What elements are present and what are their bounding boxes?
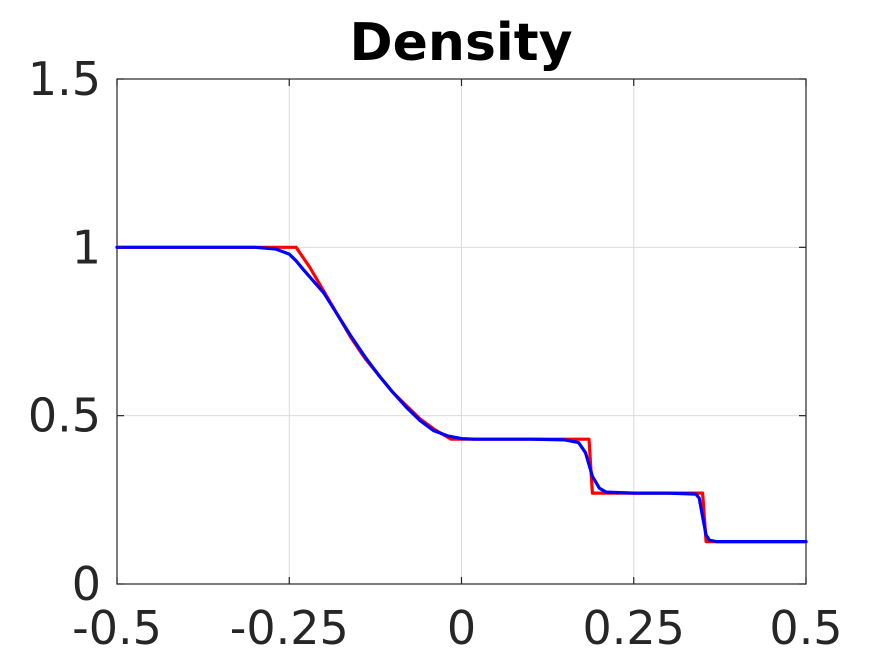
tick-labels: -0.5 -0.25 0 0.25 0.5 0 0.5 1 1.5 [28,52,843,655]
x-tick-label: -0.5 [72,601,162,655]
chart-title: Density [350,13,573,73]
x-tick-label: 0 [447,601,476,655]
y-tick-label: 0.5 [28,389,101,443]
series-layer [115,245,808,544]
blue-density-line [115,245,808,544]
x-tick-label: 0.5 [769,601,842,655]
x-tick-label: -0.25 [230,601,349,655]
y-tick-label: 0 [72,557,101,611]
y-tick-label: 1 [72,220,101,274]
y-tick-label: 1.5 [28,52,101,106]
x-tick-label: 0.25 [583,601,685,655]
